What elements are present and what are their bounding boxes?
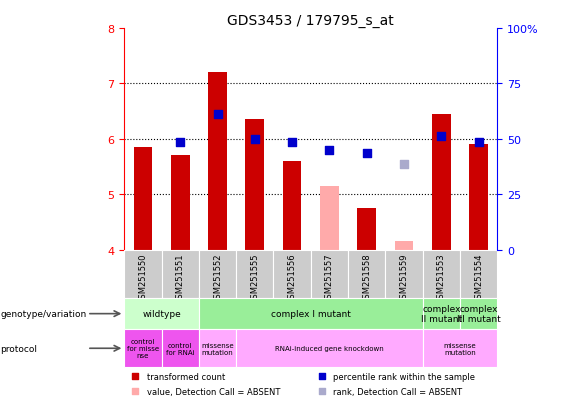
Point (176, 139, 185, 145)
Text: GSM251558: GSM251558 (362, 252, 371, 303)
Text: GSM251559: GSM251559 (399, 252, 408, 303)
Bar (460, 250, 497, 298)
Text: complex I mutant: complex I mutant (271, 309, 351, 318)
Point (399, 161, 408, 168)
Text: wildtype: wildtype (142, 309, 181, 318)
Text: RNAi-induced gene knockdown: RNAi-induced gene knockdown (275, 345, 384, 351)
Point (325, 147, 334, 154)
Bar (432, 114, 451, 250)
Bar (236, 330, 423, 368)
Bar (124, 250, 162, 298)
Bar (171, 156, 190, 250)
Bar (311, 250, 348, 298)
Bar (162, 250, 199, 298)
Text: GSM251556: GSM251556 (288, 252, 297, 303)
Bar (273, 250, 311, 298)
Text: complex
II mutant: complex II mutant (421, 304, 462, 323)
Text: GSM251551: GSM251551 (176, 252, 185, 303)
Bar (423, 298, 460, 330)
Text: rank, Detection Call = ABSENT: rank, Detection Call = ABSENT (333, 387, 462, 396)
Point (131, 388, 140, 395)
Bar (199, 298, 423, 330)
Text: GSM251555: GSM251555 (250, 252, 259, 303)
Point (474, 139, 483, 145)
Point (437, 133, 446, 140)
Bar (236, 250, 273, 298)
Point (131, 373, 140, 380)
Bar (124, 298, 199, 330)
Bar (385, 250, 423, 298)
Bar (199, 250, 236, 298)
Point (362, 150, 371, 157)
Point (318, 373, 327, 380)
Text: control
for misse
nse: control for misse nse (127, 338, 159, 358)
Bar (162, 330, 199, 368)
Bar (133, 148, 153, 250)
Text: control
for RNAi: control for RNAi (166, 342, 194, 355)
Title: GDS3453 / 179795_s_at: GDS3453 / 179795_s_at (227, 14, 394, 28)
Bar (460, 298, 497, 330)
Point (250, 136, 259, 143)
Text: GSM251554: GSM251554 (474, 252, 483, 303)
Bar (199, 330, 236, 368)
Text: missense
mutation: missense mutation (444, 342, 476, 355)
Bar (245, 120, 264, 250)
Bar (283, 161, 302, 250)
Point (213, 111, 222, 118)
Bar (423, 250, 460, 298)
Point (318, 388, 327, 395)
Text: GSM251552: GSM251552 (213, 252, 222, 303)
Text: protocol: protocol (1, 344, 37, 353)
Bar (348, 250, 385, 298)
Bar (320, 186, 338, 250)
Bar (208, 73, 227, 250)
Text: complex
III mutant: complex III mutant (457, 304, 501, 323)
Text: GSM251550: GSM251550 (138, 252, 147, 303)
Text: transformed count: transformed count (147, 372, 225, 381)
Point (288, 139, 297, 145)
Text: GSM251557: GSM251557 (325, 252, 334, 303)
Bar (469, 145, 488, 250)
Text: value, Detection Call = ABSENT: value, Detection Call = ABSENT (147, 387, 280, 396)
Text: percentile rank within the sample: percentile rank within the sample (333, 372, 475, 381)
Bar (423, 330, 497, 368)
Text: missense
mutation: missense mutation (201, 342, 234, 355)
Bar (124, 330, 162, 368)
Bar (357, 209, 376, 250)
Text: GSM251553: GSM251553 (437, 252, 446, 303)
Text: genotype/variation: genotype/variation (1, 309, 87, 318)
Bar (394, 242, 413, 250)
